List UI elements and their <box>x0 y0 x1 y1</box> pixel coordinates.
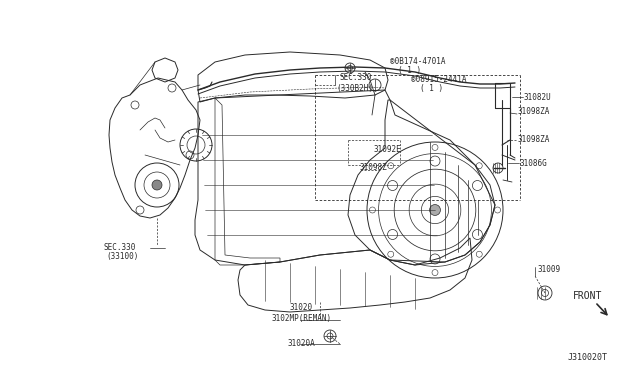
Circle shape <box>429 205 440 215</box>
Text: ®0B174-4701A: ®0B174-4701A <box>390 58 445 67</box>
Text: FRONT: FRONT <box>573 291 602 301</box>
Text: 31009: 31009 <box>537 266 560 275</box>
Text: 31082U: 31082U <box>524 93 552 102</box>
Text: SEC.330: SEC.330 <box>339 74 371 83</box>
Text: 31020: 31020 <box>289 304 312 312</box>
Text: 31086G: 31086G <box>519 158 547 167</box>
Text: J310020T: J310020T <box>568 353 608 362</box>
Text: 31098ZA: 31098ZA <box>518 135 550 144</box>
Text: SEC.330: SEC.330 <box>103 244 136 253</box>
Text: 31020A: 31020A <box>288 340 316 349</box>
Text: (330B2H): (330B2H) <box>336 83 373 93</box>
Text: 3102MP(REMAN): 3102MP(REMAN) <box>272 314 332 323</box>
Text: ( 1 ): ( 1 ) <box>420 84 443 93</box>
Circle shape <box>152 180 162 190</box>
Text: (33100): (33100) <box>106 253 138 262</box>
Text: 31098Z: 31098Z <box>360 164 388 173</box>
Text: ( 1 ): ( 1 ) <box>398 67 421 76</box>
Text: ®08915-2441A: ®08915-2441A <box>411 76 467 84</box>
Text: 31098ZA: 31098ZA <box>518 108 550 116</box>
Text: 31092E: 31092E <box>373 145 401 154</box>
